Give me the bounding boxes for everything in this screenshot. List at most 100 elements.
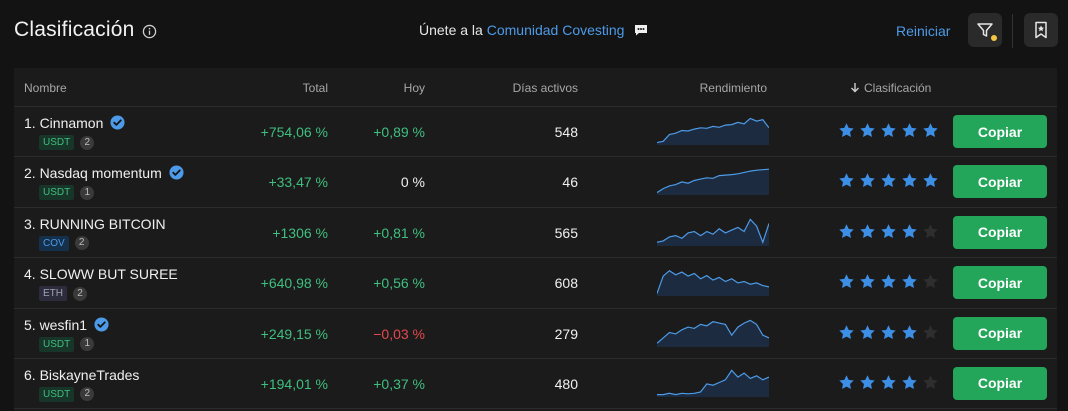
- col-ranking-label: Clasificación: [864, 81, 932, 95]
- sparkline-line: [657, 218, 769, 244]
- table-body: 1. Cinnamon USDT 2 +754,06 % +0,89 % 548 Copia…: [14, 107, 1057, 410]
- star-filled-icon: [902, 123, 917, 138]
- table-row[interactable]: 3. RUNNING BITCOIN COV 2 +1306 % +0,81 % 565 C…: [14, 208, 1057, 259]
- chat-icon: [635, 25, 648, 36]
- star-filled-icon: [839, 375, 854, 389]
- star-filled-icon: [902, 375, 917, 389]
- star-filled-icon: [881, 173, 896, 188]
- copy-button[interactable]: Copiar: [953, 316, 1047, 350]
- active-days: 608: [554, 275, 578, 292]
- active-days: 565: [554, 224, 578, 241]
- star-filled-icon: [902, 224, 917, 238]
- col-days[interactable]: Días activos: [512, 81, 578, 95]
- today-return: +0,81 %: [373, 224, 425, 241]
- leaderboard-table: Nombre Total Hoy Días activos Rendimient…: [14, 68, 1057, 411]
- star-filled-icon: [923, 173, 938, 188]
- rating-stars: [838, 273, 939, 290]
- performance-sparkline: [657, 168, 769, 196]
- table-row[interactable]: 1. Cinnamon USDT 2 +754,06 % +0,89 % 548 Copia…: [14, 107, 1057, 158]
- col-total[interactable]: Total: [302, 81, 328, 95]
- copy-button[interactable]: Copiar: [953, 366, 1047, 400]
- today-return: −0,03 %: [373, 325, 425, 342]
- star-filled-icon: [902, 173, 917, 188]
- sparkline-area: [657, 169, 769, 196]
- star-filled-icon: [881, 224, 896, 238]
- table-row[interactable]: 5. wesfin1 USDT 1 +249,15 % −0,03 % 279 Copiar: [14, 309, 1057, 359]
- sparkline-area: [657, 270, 769, 297]
- copy-button[interactable]: Copiar: [953, 215, 1047, 249]
- filter-button[interactable]: [968, 13, 1002, 47]
- sort-down-icon: [851, 83, 859, 93]
- today-return: 0 %: [400, 174, 425, 191]
- filter-active-dot: [991, 35, 997, 41]
- info-icon[interactable]: [142, 24, 157, 39]
- rating-stars: [838, 122, 939, 139]
- trader-name-text: 6. BiskayneTrades: [24, 366, 140, 383]
- sparkline-line: [657, 270, 769, 294]
- rating-stars: [838, 172, 939, 189]
- star-filled-icon: [839, 123, 854, 138]
- star-filled-icon: [860, 123, 875, 138]
- col-performance[interactable]: Rendimiento: [699, 81, 767, 95]
- count-badge: 2: [73, 286, 87, 301]
- reset-link[interactable]: Reiniciar: [896, 23, 951, 39]
- rating-stars: [838, 374, 939, 391]
- star-filled-icon: [881, 324, 896, 339]
- trader-name[interactable]: 2. Nasdaq momentum: [24, 165, 184, 181]
- col-name[interactable]: Nombre: [24, 81, 67, 95]
- sparkline-line: [657, 168, 769, 194]
- count-badge: 2: [74, 236, 89, 251]
- community-link[interactable]: Comunidad Covesting: [486, 22, 625, 38]
- verified-icon: [169, 165, 184, 180]
- trader-name-text: 4. SLOWW BUT SUREE: [24, 266, 178, 283]
- active-days: 46: [562, 174, 578, 191]
- star-filled-icon: [860, 173, 875, 188]
- performance-sparkline: [657, 270, 769, 297]
- trader-name[interactable]: 4. SLOWW BUT SUREE: [24, 266, 178, 282]
- currency-tag: USDT: [39, 386, 75, 402]
- performance-sparkline: [657, 117, 769, 145]
- sparkline-area: [657, 319, 769, 347]
- bookmark-button[interactable]: [1024, 13, 1058, 47]
- star-filled-icon: [860, 375, 875, 389]
- sparkline-area: [657, 370, 769, 397]
- active-days: 279: [554, 325, 578, 342]
- table-row[interactable]: 6. BiskayneTrades USDT 2 +194,01 % +0,37 % 48…: [14, 359, 1057, 410]
- col-ranking[interactable]: Clasificación: [850, 81, 931, 95]
- count-badge: 2: [80, 135, 95, 150]
- table-row[interactable]: 2. Nasdaq momentum USDT 1 +33,47 % 0 % 46 Copi…: [14, 157, 1057, 208]
- star-filled-icon: [839, 224, 854, 238]
- star-empty-icon: [923, 324, 938, 339]
- performance-sparkline: [657, 369, 769, 397]
- rating-stars: [838, 324, 939, 341]
- total-return: +33,47 %: [268, 174, 328, 191]
- star-filled-icon: [881, 123, 896, 138]
- copy-button[interactable]: Copiar: [953, 165, 1047, 199]
- currency-tag: USDT: [39, 135, 75, 150]
- sparkline-line: [657, 369, 769, 396]
- trader-name[interactable]: 3. RUNNING BITCOIN: [24, 216, 166, 232]
- trader-tags: USDT 1: [39, 336, 95, 352]
- star-filled-icon: [860, 274, 875, 289]
- star-empty-icon: [923, 224, 938, 238]
- trader-name[interactable]: 5. wesfin1: [24, 317, 109, 333]
- trader-tags: USDT 1: [39, 185, 95, 201]
- trader-name[interactable]: 1. Cinnamon: [24, 115, 125, 131]
- filter-icon: [977, 23, 993, 37]
- sparkline-area: [657, 118, 769, 145]
- star-filled-icon: [881, 375, 896, 389]
- currency-tag: ETH: [39, 286, 67, 302]
- rating-stars: [838, 223, 939, 240]
- col-today[interactable]: Hoy: [403, 81, 425, 95]
- community-banner: Únete a la Comunidad Covesting: [419, 22, 648, 38]
- trader-name[interactable]: 6. BiskayneTrades: [24, 367, 139, 383]
- star-filled-icon: [860, 324, 875, 339]
- trader-tags: USDT 2: [39, 135, 95, 150]
- copy-button[interactable]: Copiar: [953, 266, 1047, 300]
- community-prefix: Únete a la: [419, 22, 483, 38]
- copy-button[interactable]: Copiar: [953, 115, 1047, 148]
- table-row[interactable]: 4. SLOWW BUT SUREE ETH 2 +640,98 % +0,56 % 60…: [14, 258, 1057, 309]
- total-return: +754,06 %: [260, 124, 328, 140]
- today-return: +0,89 %: [373, 124, 425, 140]
- performance-sparkline: [657, 218, 769, 246]
